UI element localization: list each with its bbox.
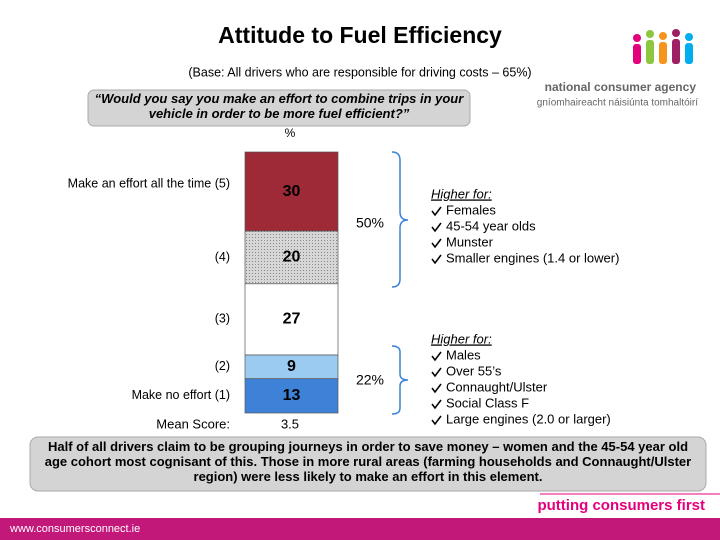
- callout-item: 45-54 year olds: [446, 218, 536, 233]
- callout-item: Large engines (2.0 or larger): [446, 411, 611, 426]
- footer-band: [0, 518, 720, 540]
- check-icon: [431, 206, 442, 217]
- category-label: (4): [215, 250, 230, 264]
- check-icon: [431, 254, 442, 265]
- check-icon: [431, 399, 442, 410]
- check-icon: [431, 367, 442, 378]
- value-label: 9: [287, 358, 296, 375]
- bracket: [391, 151, 409, 288]
- bar-segment: [244, 283, 339, 356]
- subtitle: (Base: All drivers who are responsible f…: [188, 65, 531, 79]
- question: “Would you say you make an effort to com…: [94, 91, 464, 121]
- annotation: 22%: [356, 372, 384, 388]
- unit-label: %: [285, 126, 296, 140]
- callout-item: Over 55’s: [446, 363, 502, 378]
- callout-item: Females: [446, 202, 496, 217]
- value-label: 30: [283, 183, 301, 200]
- callout-item: Smaller engines (1.4 or lower): [446, 250, 619, 265]
- value-label: 20: [283, 249, 301, 266]
- check-icon: [431, 383, 442, 394]
- value-label: 13: [283, 387, 301, 404]
- bar-segment: [244, 378, 339, 414]
- callout-item: Connaught/Ulster: [446, 379, 548, 394]
- mean-score-label: Mean Score:: [156, 416, 230, 431]
- summary-wrap: Half of all drivers claim to be grouping…: [44, 439, 692, 484]
- annotation: 50%: [356, 215, 384, 231]
- question-wrap: “Would you say you make an effort to com…: [94, 91, 464, 121]
- check-icon: [431, 238, 442, 249]
- agency: national consumer agency: [545, 80, 697, 94]
- agency-irish: gníomhaireacht náisiúnta tomhaltóirí: [537, 98, 698, 109]
- title: Attitude to Fuel Efficiency: [218, 22, 502, 48]
- category-label: (3): [215, 312, 230, 326]
- website: www.consumersconnect.ie: [9, 523, 140, 535]
- mean-score: 3.5: [281, 416, 299, 431]
- callout-item: Munster: [446, 234, 494, 249]
- bar-segment: [244, 151, 339, 232]
- bracket: [391, 345, 409, 415]
- check-icon: [431, 415, 442, 426]
- check-icon: [431, 222, 442, 233]
- summary-box: [29, 436, 707, 492]
- callout-item: Social Class F: [446, 395, 529, 410]
- logo-figures: [633, 29, 693, 64]
- category-label: (2): [215, 359, 230, 373]
- callout-item: Males: [446, 347, 481, 362]
- value-label: 27: [283, 311, 301, 328]
- summary: Half of all drivers claim to be grouping…: [44, 439, 692, 484]
- question-box: [87, 89, 471, 127]
- category-label: Make an effort all the time (5): [68, 176, 230, 190]
- callout-heading: Higher for:: [431, 186, 492, 201]
- callout-heading: Higher for:: [431, 331, 492, 346]
- check-icon: [431, 351, 442, 362]
- tagline: putting consumers first: [537, 497, 705, 514]
- category-label: Make no effort (1): [132, 388, 230, 402]
